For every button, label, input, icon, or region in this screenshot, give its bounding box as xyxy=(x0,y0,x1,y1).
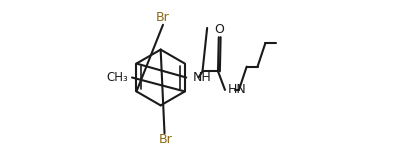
Text: O: O xyxy=(214,23,224,36)
Text: CH₃: CH₃ xyxy=(107,71,128,84)
Text: NH: NH xyxy=(192,71,211,84)
Text: Br: Br xyxy=(159,133,173,146)
Text: HN: HN xyxy=(228,83,247,96)
Text: Br: Br xyxy=(156,11,170,24)
